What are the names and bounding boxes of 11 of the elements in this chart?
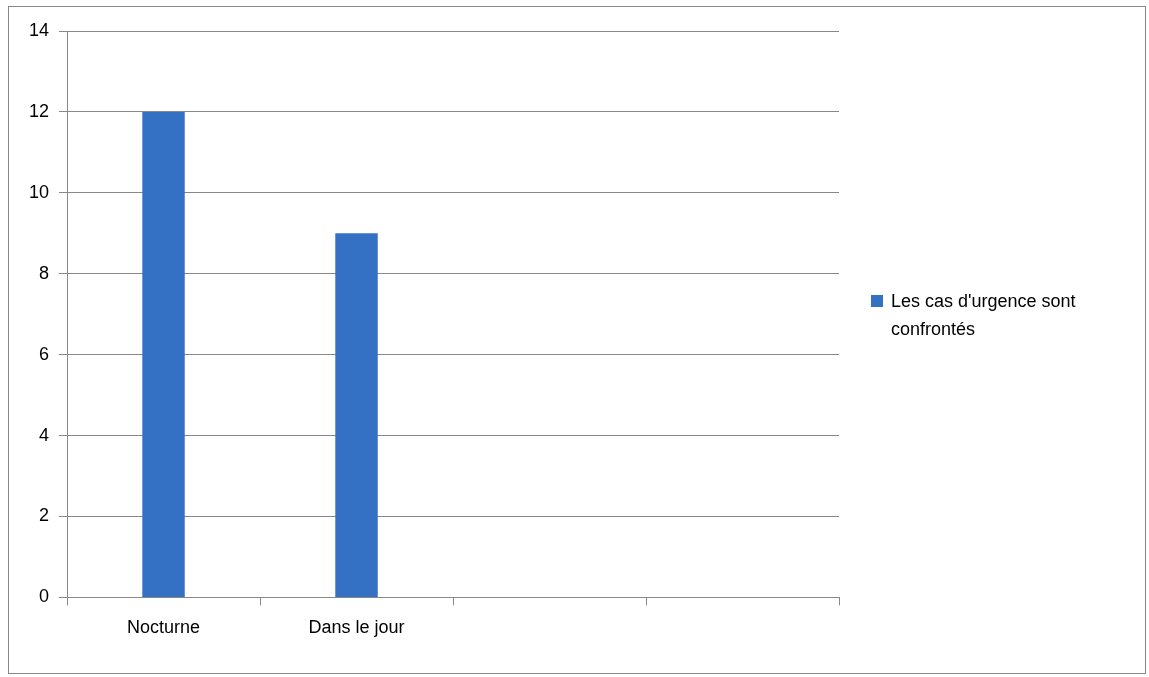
y-tick-label: 12 (28, 100, 50, 121)
y-tick-label: 8 (39, 262, 50, 283)
y-tick-label: 10 (28, 181, 50, 202)
y-tick-label: 6 (39, 343, 50, 364)
legend-label: Les cas d'urgence sont confrontés (891, 290, 1077, 341)
y-tick-label: 2 (39, 505, 50, 526)
y-tick-label: 0 (39, 586, 50, 607)
y-tick-label: 4 (39, 424, 50, 445)
y-tick-label: 14 (28, 19, 50, 40)
x-tick-label: Dans le jour (308, 617, 405, 638)
x-tick-label: Nocturne (127, 617, 201, 638)
